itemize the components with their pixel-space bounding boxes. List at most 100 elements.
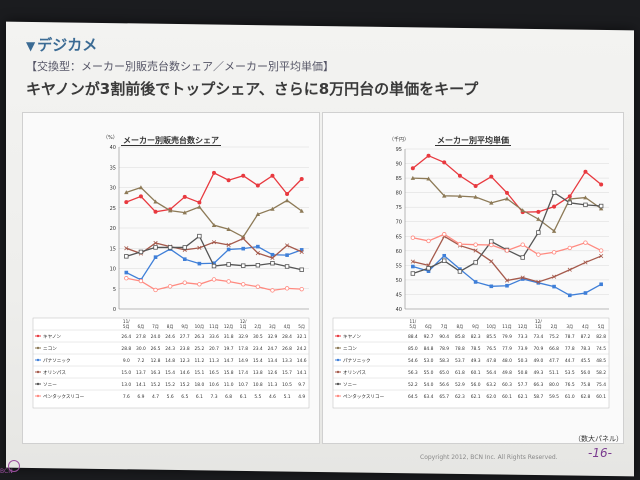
data-value-label: 62.8	[581, 394, 591, 400]
data-value-label: 63.4	[424, 394, 434, 400]
data-value-label: 26.4	[121, 334, 131, 340]
data-value-label: 7.6	[123, 394, 130, 400]
data-value-label: 11.3	[268, 382, 278, 388]
x-tick-label-line2: 5月	[409, 324, 416, 330]
price-chart-panel: メーカー別平均単価 （千円） 40 45 50 55 60 65 70 75 80 85 90 95 11…	[322, 112, 624, 444]
data-point	[182, 257, 187, 261]
legend-entry: キヤノン	[343, 335, 361, 340]
x-tick-label: 3月	[269, 324, 276, 330]
data-point-cross	[153, 240, 158, 246]
data-point	[153, 287, 158, 293]
data-point	[598, 203, 604, 209]
data-value-label: 10.5	[282, 382, 292, 388]
y-tick-label: 15	[110, 246, 116, 252]
x-tick-label: 6月	[137, 324, 144, 330]
data-value-label: 60.1	[471, 370, 481, 376]
data-point-cross	[241, 236, 246, 241]
legend-swatch-marker	[36, 370, 40, 374]
data-value-label: 92.7	[424, 334, 434, 340]
data-point	[197, 200, 202, 205]
data-value-label: 9.0	[123, 358, 130, 364]
data-value-label: 54.0	[424, 382, 434, 388]
data-point	[520, 255, 525, 260]
data-point	[567, 196, 572, 201]
data-point	[410, 235, 416, 240]
data-value-label: 20.7	[209, 346, 219, 352]
data-value-label: 88.4	[408, 334, 418, 340]
data-point	[241, 173, 246, 178]
data-value-label: 24.6	[165, 334, 175, 340]
data-point	[473, 242, 478, 247]
x-tick-label: 11/	[409, 319, 416, 324]
data-point	[520, 208, 525, 213]
data-value-label: 26.8	[282, 346, 292, 352]
data-value-label: 48.0	[502, 358, 512, 364]
data-point	[489, 174, 494, 179]
data-value-label: 59.5	[549, 394, 559, 400]
data-point-cross	[284, 243, 290, 248]
data-value-label: 85.0	[408, 346, 418, 352]
data-value-label: 30.5	[253, 334, 263, 340]
data-value-label: 58.3	[439, 358, 449, 364]
data-value-label: 82.3	[471, 334, 481, 340]
data-value-label: 24.3	[165, 346, 175, 352]
data-value-label: 16.3	[151, 370, 161, 376]
data-point	[138, 185, 144, 190]
legend-entry: ソニー	[43, 382, 57, 388]
data-value-label: 12.6	[268, 370, 278, 376]
data-point	[583, 195, 588, 200]
data-point	[551, 228, 557, 233]
y-tick-label: 55	[396, 263, 402, 269]
data-point-cross	[551, 274, 557, 279]
y-tick-label: 45	[396, 292, 402, 298]
data-point-cross	[504, 278, 510, 283]
data-point	[536, 209, 541, 214]
data-point	[442, 258, 447, 263]
data-point-cross	[255, 251, 260, 256]
data-point	[182, 245, 187, 250]
data-value-label: 78.9	[439, 346, 449, 352]
data-value-label: 6.1	[196, 394, 203, 400]
series-line	[412, 191, 602, 275]
x-tick-label: 12月	[224, 324, 234, 330]
data-point	[442, 193, 447, 198]
data-value-label: 15.2	[180, 382, 190, 388]
data-value-label: 11.2	[194, 358, 204, 364]
share-chart-svg: （%） 0 5 10 15 20 25 30 35 40 11/5月 6月 7月 8月 9月 10月 11月 12…	[32, 135, 310, 409]
data-point	[212, 170, 216, 175]
x-tick-label-line2: 5月	[123, 324, 130, 330]
legend-swatch-marker	[336, 370, 340, 374]
data-point	[124, 200, 129, 205]
data-value-label: 32.1	[297, 334, 307, 340]
data-value-label: 56.6	[439, 382, 449, 388]
y-tick-label: 80	[396, 191, 402, 197]
data-point	[552, 204, 557, 209]
data-value-label: 13.3	[282, 358, 292, 364]
data-value-label: 6.5	[181, 394, 188, 400]
data-value-label: 57.7	[518, 382, 528, 388]
data-point-cross	[197, 245, 202, 250]
data-value-label: 82.8	[596, 334, 606, 340]
data-point	[153, 245, 158, 250]
data-value-label: 27.7	[180, 334, 190, 340]
data-value-label: 15.4	[165, 370, 175, 376]
triangle-bullet-icon: ▼	[26, 39, 36, 53]
data-value-label: 24.2	[297, 346, 307, 352]
data-point	[270, 173, 275, 178]
data-value-label: 15.7	[282, 370, 292, 376]
data-point-cross	[599, 253, 604, 259]
data-value-label: 76.5	[565, 382, 575, 388]
legend-entry: パナソニック	[43, 358, 71, 364]
data-point	[520, 242, 525, 247]
data-value-label: 6.9	[137, 394, 144, 400]
data-value-label: 14.1	[136, 382, 146, 388]
data-value-label: 78.3	[581, 346, 591, 352]
data-value-label: 14.1	[297, 370, 307, 376]
data-point	[299, 248, 304, 252]
legend-entry: ソニー	[343, 382, 357, 388]
data-value-label: 26.3	[194, 334, 204, 340]
data-value-label: 30.0	[136, 346, 146, 352]
data-point	[410, 271, 416, 276]
data-point	[583, 202, 588, 208]
data-value-label: 63.2	[486, 382, 496, 388]
